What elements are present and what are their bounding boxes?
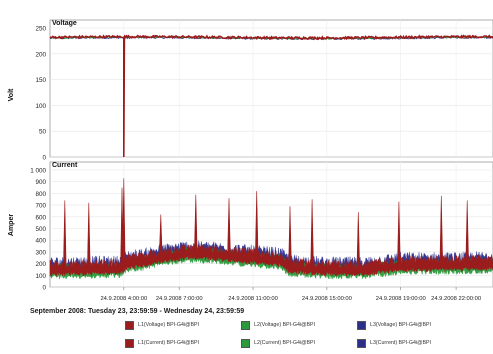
voltage-tick-label: 200 [35,51,46,58]
legend-label: L1(Current) BPI-G4i@BPI [138,340,200,346]
x-axis: 24.9.2008 4:00:00 24.9.2008 7:00:00 24.9.2… [100,287,481,302]
voltage-tick-label: 100 [35,103,46,110]
voltage-series [49,34,493,158]
current-tick-label: 200 [35,261,46,268]
legend-swatch [241,320,250,330]
x-tick-label: 24.9.2008 22:00:00 [431,296,481,302]
current-tick-label: 900 [35,179,46,186]
voltage-tick-label: 250 [35,26,46,33]
x-tick-label: 24.9.2008 4:00:00 [100,296,147,302]
current-tick-label: 400 [35,238,46,245]
legend-item[interactable]: L1(Voltage) BPI-G4i@BPI [125,319,235,331]
current-tick-label: 0 [42,285,46,292]
voltage-tick-label: 50 [39,129,47,136]
legend-label: L3(Current) BPI-G4i@BPI [370,340,432,346]
voltage-panel [49,19,493,158]
legend-swatch [125,338,134,348]
current-spike [227,198,231,255]
legend-label: L1(Voltage) BPI-G4i@BPI [138,322,200,328]
legend-swatch [125,320,134,330]
current-series-band [49,244,493,277]
current-y-label: Amper [8,214,15,236]
legend-swatch [241,338,250,348]
current-tick-label: 300 [35,249,46,256]
legend: L1(Voltage) BPI-G4i@BPI L2(Voltage) BPI-… [125,319,475,349]
current-spike [288,206,292,267]
legend-label: L2(Current) BPI-G4i@BPI [254,340,316,346]
current-spike [465,200,469,264]
current-y-axis: 0 100 200 300 400 500 600 700 800 900 1 000 [30,168,46,292]
current-spike [194,194,198,253]
legend-swatch [357,338,366,348]
legend-item[interactable]: L3(Current) BPI-G4i@BPI [357,337,467,349]
current-spike [397,201,401,265]
current-tick-label: 800 [35,191,46,198]
current-spike [63,200,67,269]
legend-swatch [357,320,366,330]
x-tick-label: 24.9.2008 11:00:00 [228,296,278,302]
current-spike [310,199,314,268]
current-tick-label: 700 [35,203,46,210]
legend-item[interactable]: L2(Voltage) BPI-G4i@BPI [241,319,351,331]
x-tick-label: 24.9.2008 15:00:00 [302,296,352,302]
date-range-label: September 2008: Tuesday 23, 23:59:59 - W… [30,308,245,315]
legend-label: L3(Voltage) BPI-G4i@BPI [370,322,432,328]
legend-item[interactable]: L1(Current) BPI-G4i@BPI [125,337,235,349]
voltage-tick-label: 0 [42,155,46,162]
voltage-y-axis: 0 50 100 150 200 250 [35,26,46,162]
current-spike [439,195,444,264]
current-tick-label: 1 000 [30,168,46,175]
legend-item[interactable]: L3(Voltage) BPI-G4i@BPI [357,319,467,331]
x-tick-label: 24.9.2008 7:00:00 [156,296,203,302]
current-tick-label: 100 [35,273,46,280]
voltage-y-label: Volt [8,88,15,101]
current-title: Current [52,162,78,169]
voltage-title: Voltage [52,20,77,27]
current-tick-label: 600 [35,214,46,221]
current-spike [254,191,259,258]
voltage-tick-label: 150 [35,77,46,84]
x-tick-label: 24.9.2008 19:00:00 [376,296,426,302]
current-spike [122,178,126,265]
current-series [49,178,493,280]
current-tick-label: 500 [35,226,46,233]
current-spike [87,202,91,268]
voltage-series-line [49,34,493,158]
current-spike [356,212,361,269]
current-spike [158,214,163,256]
legend-item[interactable]: L2(Current) BPI-G4i@BPI [241,337,351,349]
legend-label: L2(Voltage) BPI-G4i@BPI [254,322,316,328]
